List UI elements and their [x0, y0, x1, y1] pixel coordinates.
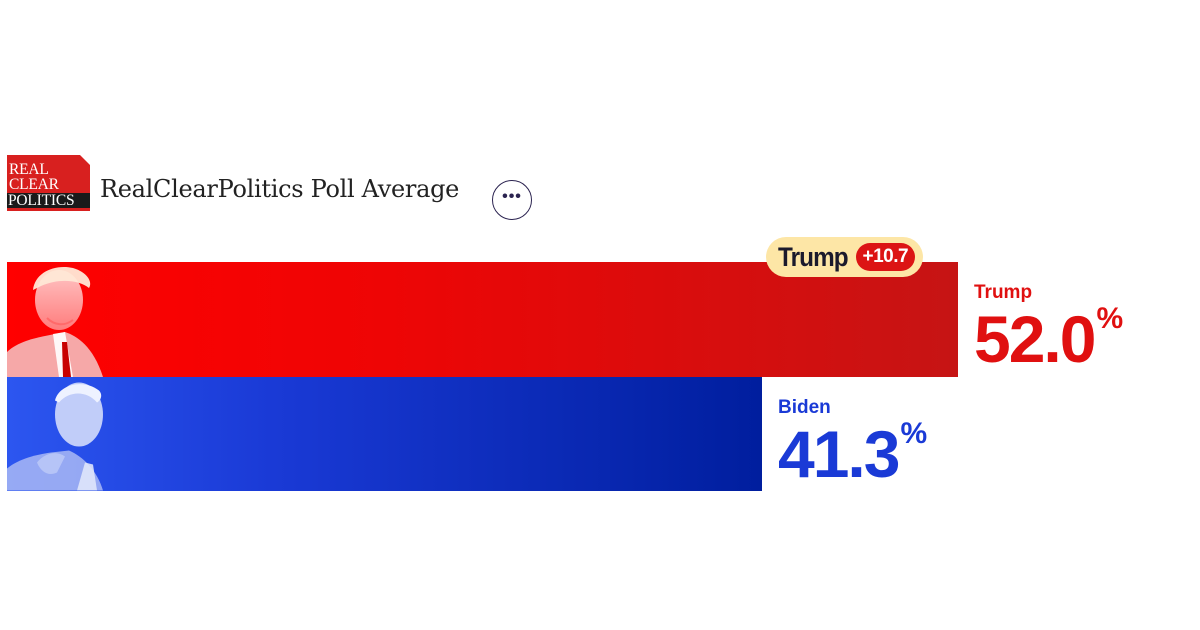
trump-portrait-icon [7, 266, 103, 377]
label-trump: Trump 52.0% [974, 282, 1123, 372]
bar-biden [7, 377, 762, 491]
value-trump: 52.0 [974, 302, 1096, 376]
rcp-logo: REAL CLEAR POLITICS [7, 155, 90, 211]
page-title: RealClearPolitics Poll Average [100, 175, 460, 203]
lead-margin-value: +10.7 [855, 243, 916, 271]
ellipsis-icon: ••• [502, 188, 522, 205]
more-options-button[interactable]: ••• [492, 180, 532, 220]
percent-sign-biden: % [900, 417, 928, 450]
percent-sign-trump: % [1096, 302, 1124, 335]
poll-header: REAL CLEAR POLITICS RealClearPolitics Po… [7, 155, 532, 220]
label-biden: Biden 41.3% [778, 397, 927, 487]
bar-trump [7, 262, 958, 377]
lead-candidate-name: Trump [778, 241, 849, 272]
logo-line-3: POLITICS [7, 193, 90, 208]
value-biden: 41.3 [778, 417, 900, 491]
candidate-name-trump: Trump [974, 282, 1033, 303]
biden-portrait-icon [7, 382, 103, 491]
logo-line-1: REAL [9, 161, 49, 178]
logo-line-2: CLEAR [9, 176, 59, 193]
candidate-name-biden: Biden [778, 397, 831, 418]
lead-badge: Trump +10.7 [766, 237, 924, 277]
